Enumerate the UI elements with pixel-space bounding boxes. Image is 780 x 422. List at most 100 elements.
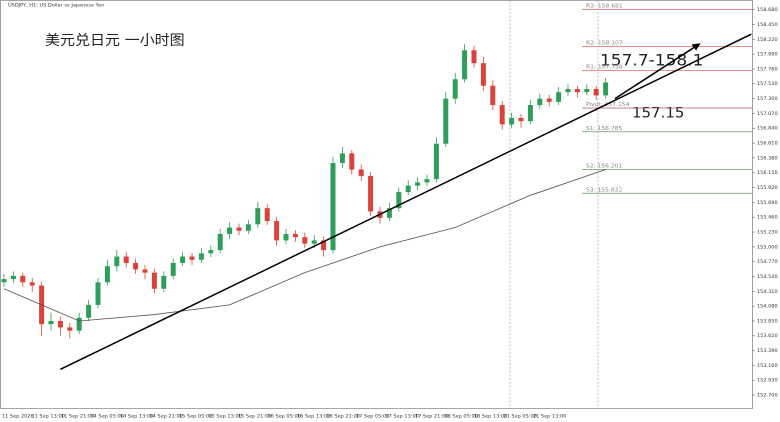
candle-body (208, 250, 214, 254)
x-tick-label: 16 Sep 13:00 (297, 413, 330, 419)
x-tick-label: 14 Sep 13:00 (120, 413, 153, 419)
pivot-label: S2: 156.201 (586, 164, 623, 170)
y-tick-label: 158.680 (757, 7, 778, 13)
candle-body (415, 182, 421, 186)
candle-body (95, 282, 101, 305)
x-tick-label: 15 Sep 05:00 (179, 413, 212, 419)
candle-body (292, 233, 298, 238)
candle-body (368, 175, 374, 212)
y-tick-label: 157.530 (757, 81, 778, 87)
y-tick-label: 152.700 (757, 393, 778, 399)
candle-body (86, 304, 92, 318)
y-tick-label: 156.380 (757, 156, 778, 162)
x-tick-label: 11 Sep 13:00 (31, 413, 64, 419)
y-tick-label: 153.620 (757, 333, 778, 339)
candle-body (161, 275, 167, 289)
candle-body (527, 105, 533, 122)
candle-body (358, 169, 364, 176)
candle-body (462, 50, 468, 80)
candle-body (490, 85, 496, 106)
candle-body (236, 227, 242, 231)
y-tick-label: 155.460 (757, 215, 778, 221)
x-tick-label: 11 Sep 21:00 (61, 413, 94, 419)
x-tick-label: 17 Sep 05:00 (356, 413, 389, 419)
candle-body (509, 117, 515, 125)
candle-body (311, 240, 317, 244)
y-tick-label: 153.390 (757, 348, 778, 354)
candle-body (537, 98, 543, 106)
x-tick-label: 17 Sep 21:00 (415, 413, 448, 419)
y-tick-label: 158.220 (757, 37, 778, 43)
y-tick-label: 155.000 (757, 244, 778, 250)
plot-area (0, 0, 753, 409)
annotation: 157.7-158.1 (600, 51, 703, 69)
candle-body (1, 279, 7, 283)
candle-body (29, 282, 35, 286)
candle-body (424, 179, 430, 183)
candle-body (57, 320, 63, 328)
candle-body (330, 163, 336, 251)
candle-body (603, 82, 609, 96)
y-tick-label: 153.160 (757, 363, 778, 369)
candle-body (593, 88, 599, 96)
y-tick-label: 157.990 (757, 52, 778, 58)
candle-body (48, 320, 54, 325)
pivot-label: R2: 158.107 (586, 41, 623, 47)
candle-body (339, 153, 345, 164)
y-tick-label: 157.300 (757, 96, 778, 102)
y-tick-label: 152.930 (757, 378, 778, 384)
candle-body (433, 143, 439, 180)
candle-body (443, 98, 449, 144)
x-tick-label: 18 Sep 05:00 (444, 413, 477, 419)
x-tick-label: 21 Sep 05:00 (504, 413, 537, 419)
candle-body (151, 272, 157, 289)
x-tick-label: 14 Sep 21:00 (149, 413, 182, 419)
candle-body (142, 269, 148, 273)
moving-average (3, 169, 606, 322)
candle-body (349, 153, 355, 170)
chart-title: 美元兑日元 一小时图 (45, 32, 185, 48)
candle-body (302, 237, 308, 244)
candle-body (67, 327, 73, 331)
y-tick-label: 154.310 (757, 289, 778, 295)
x-tick-label: 21 Sep 13:00 (533, 413, 566, 419)
y-tick-label: 155.230 (757, 230, 778, 236)
candle-body (283, 233, 289, 241)
candle-body (10, 275, 16, 280)
trendline (60, 33, 752, 370)
candle-body (20, 275, 26, 283)
x-tick-label: 18 Sep 13:00 (474, 413, 507, 419)
candle-body (255, 208, 261, 225)
candle-body (405, 185, 411, 193)
annotation: 157.15 (632, 106, 684, 121)
candle-body (584, 88, 590, 93)
x-tick-label: 15 Sep 13:00 (209, 413, 242, 419)
y-tick-label: 158.450 (757, 22, 778, 28)
candle-body (546, 98, 552, 102)
y-tick-label: 155.690 (757, 200, 778, 206)
candle-body (170, 262, 176, 276)
candle-body (386, 208, 392, 218)
candle-body (217, 233, 223, 251)
y-tick-label: 154.080 (757, 304, 778, 310)
candle-body (180, 256, 186, 263)
candle-body (321, 240, 327, 251)
y-tick-label: 154.540 (757, 274, 778, 280)
y-tick-label: 157.760 (757, 67, 778, 73)
x-tick-label: 16 Sep 21:00 (327, 413, 360, 419)
pivot-label: R1: 157.738 (586, 65, 623, 71)
x-tick-label: 15 Sep 21:00 (238, 413, 271, 419)
candle-body (574, 88, 580, 93)
candle-body (198, 253, 204, 260)
chart-subtitle: USDJPY, H1: US Dollar vs Japanese Yen (8, 3, 104, 9)
candle-body (480, 63, 486, 86)
candle-body (189, 256, 195, 260)
candle-body (396, 192, 402, 209)
candle-body (565, 88, 571, 93)
y-tick-label: 156.610 (757, 141, 778, 147)
pivot-label: S3: 155.832 (586, 188, 623, 194)
y-tick-label: 156.150 (757, 170, 778, 176)
candle-body (471, 50, 477, 64)
pivot-label: S1: 156.785 (586, 126, 623, 132)
